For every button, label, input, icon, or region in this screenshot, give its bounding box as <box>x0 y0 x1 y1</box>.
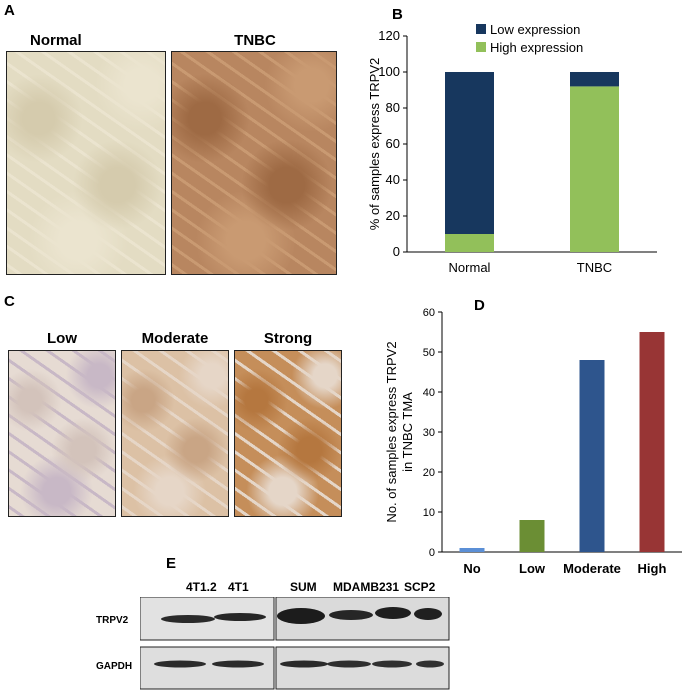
band-trpv2-4t1 <box>214 613 266 621</box>
chart-b-y-tick-label: 80 <box>386 100 400 115</box>
tnbc-image-label: TNBC <box>234 32 276 49</box>
chart-d-x-tick-label: No <box>463 561 480 576</box>
band-trpv2-sum <box>277 608 325 624</box>
chart-b-legend-label: Low expression <box>490 22 580 37</box>
panel-a-label: A <box>4 2 15 19</box>
strong-staining-image <box>234 350 342 517</box>
lane-label-mdamb231: MDAMB231 <box>333 580 400 594</box>
chart-d-x-tick-label: High <box>638 561 667 576</box>
chart-d-y-axis-title-line2: in TNBC TMA <box>400 392 415 472</box>
row-label-gapdh: GAPDH <box>96 661 133 672</box>
band-gapdh-scp2-1 <box>372 660 412 668</box>
band-trpv2-mdamb231 <box>329 610 373 620</box>
band-trpv2-4t1-2 <box>161 615 215 623</box>
chart-d-bar <box>579 360 605 552</box>
normal-tissue-image <box>6 51 166 275</box>
band-trpv2-scp2-2 <box>414 608 442 620</box>
chart-d-y-axis-title: No. of samples express TRPV2 <box>384 341 399 522</box>
chart-d-y-tick-label: 0 <box>429 547 435 559</box>
chart-b-y-tick-label: 60 <box>386 136 400 151</box>
chart-d-x-tick-label: Low <box>519 561 546 576</box>
chart-d-y-tick-label: 10 <box>423 507 435 519</box>
band-trpv2-scp2-1 <box>375 607 411 619</box>
chart-d-y-tick-label: 30 <box>423 427 435 439</box>
band-gapdh-mdamb231 <box>327 660 371 668</box>
lane-label-scp2: SCP2 <box>404 580 436 594</box>
moderate-staining-image <box>121 350 229 517</box>
chart-d-x-tick-label: Moderate <box>563 561 621 576</box>
chart-d-y-tick-label: 20 <box>423 467 435 479</box>
chart-d-bar <box>519 520 545 552</box>
normal-image-label: Normal <box>30 32 82 49</box>
chart-d: 0 10 20 30 40 50 60 No Low Moderate High No. of sam… <box>384 307 682 576</box>
band-gapdh-scp2-2 <box>416 660 444 668</box>
band-gapdh-sum <box>280 660 328 668</box>
chart-b-y-axis-title: % of samples express TRPV2 <box>367 58 382 230</box>
chart-b-y-tick-label: 0 <box>393 244 400 259</box>
chart-b-y-tick-label: 40 <box>386 172 400 187</box>
chart-b: 0 20 40 60 80 100 120 Normal TNBC Low expression H… <box>367 22 657 275</box>
western-blot <box>140 597 450 690</box>
band-gapdh-4t1 <box>212 660 264 668</box>
panel-b-label: B <box>392 6 403 23</box>
chart-b-bar <box>570 86 619 253</box>
chart-d-y-tick-label: 40 <box>423 387 435 399</box>
chart-d-y-tick-label: 50 <box>423 347 435 359</box>
panel-d-label: D <box>474 297 485 314</box>
panel-e-label: E <box>166 555 177 572</box>
chart-b-y-tick-label: 100 <box>378 64 400 79</box>
chart-b-legend-swatch <box>476 24 486 34</box>
chart-b-x-tick-label: Normal <box>449 260 491 275</box>
lane-label-sum: SUM <box>290 580 317 594</box>
panel-c-label: C <box>4 293 15 310</box>
chart-d-bar <box>639 332 665 552</box>
chart-b-legend-swatch <box>476 42 486 52</box>
tnbc-tissue-image <box>171 51 337 275</box>
chart-b-bar <box>445 72 494 234</box>
strong-image-label: Strong <box>263 330 313 347</box>
chart-b-legend-label: High expression <box>490 40 583 55</box>
lane-label-4t1: 4T1 <box>228 580 249 594</box>
chart-d-y-tick-label: 60 <box>423 307 435 319</box>
lane-label-4t1-2: 4T1.2 <box>186 580 217 594</box>
low-staining-image <box>8 350 116 517</box>
chart-b-y-tick-label: 20 <box>386 208 400 223</box>
row-label-trpv2: TRPV2 <box>96 615 129 626</box>
chart-b-y-tick-label: 120 <box>378 28 400 43</box>
chart-b-x-tick-label: TNBC <box>577 260 612 275</box>
band-gapdh-4t1-2 <box>154 660 206 668</box>
moderate-image-label: Moderate <box>141 330 209 347</box>
low-image-label: Low <box>47 330 77 347</box>
chart-b-bar <box>445 234 494 252</box>
chart-d-bar <box>459 548 485 552</box>
chart-b-bar <box>570 72 619 87</box>
